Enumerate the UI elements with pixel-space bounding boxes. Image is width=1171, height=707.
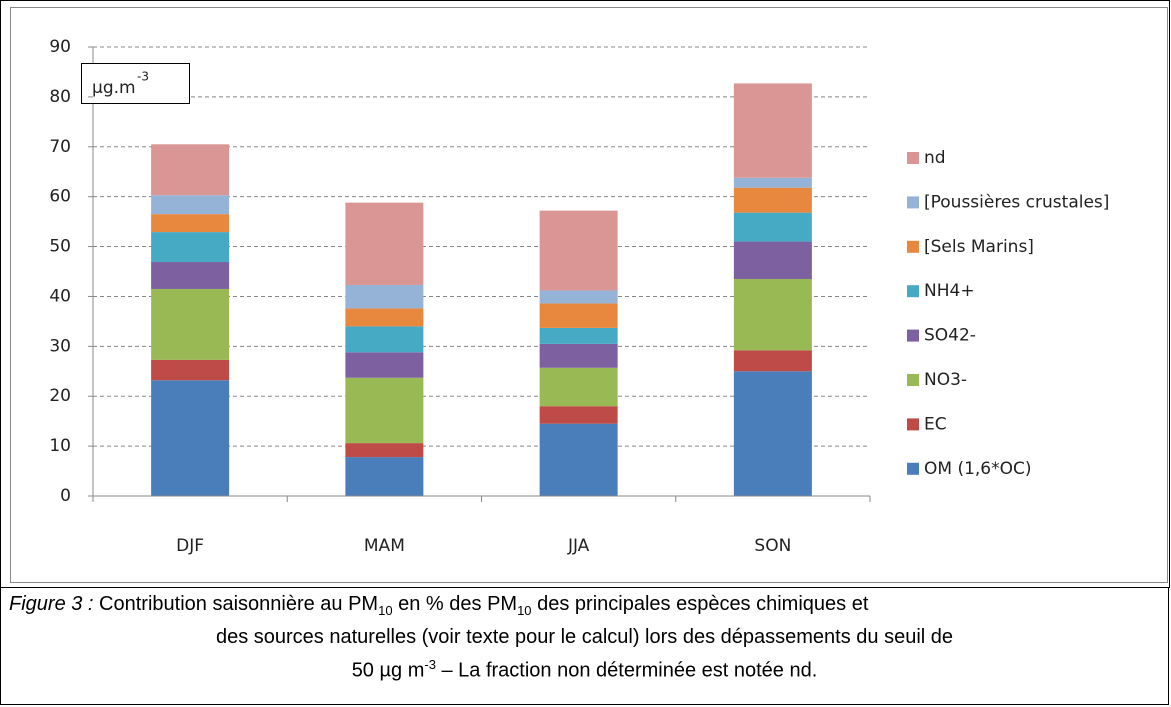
unit-label: µg.m <box>92 78 136 98</box>
outer-border <box>0 0 1170 588</box>
chart: µg.m -3 0 10 20 30 40 50 60 70 80 90 DJF MAM JJA SON O… <box>0 0 1170 588</box>
caption-line: Figure 3 : Contribution saisonnière au P… <box>1 591 1168 624</box>
bar-segment <box>539 367 618 407</box>
chart-border <box>10 7 1168 583</box>
bar-segment <box>539 290 618 304</box>
bar-segment <box>151 232 230 263</box>
bar-segment <box>733 241 812 279</box>
bar-segment <box>151 144 230 196</box>
bar-segment <box>151 380 230 496</box>
y-tick-label: 40 <box>49 286 71 306</box>
bar-segment <box>345 308 424 327</box>
bar-segment <box>733 278 812 351</box>
bar-segment <box>345 352 424 378</box>
bar-segment <box>151 288 230 360</box>
legend-swatch <box>907 462 919 475</box>
caption-text: en % des PM <box>392 593 518 615</box>
superscript: -3 <box>424 657 436 672</box>
bar-segment <box>539 303 618 328</box>
bar-segment <box>539 210 618 291</box>
legend-label: EC <box>924 414 947 434</box>
legend-label: NO3- <box>924 370 967 390</box>
bar-segment <box>539 423 618 496</box>
bar-segment <box>345 326 424 353</box>
bar-segment <box>345 457 424 496</box>
x-tick-label: DJF <box>176 536 204 556</box>
y-tick-label: 30 <box>49 336 71 356</box>
legend-label: nd <box>924 148 946 168</box>
y-tick-label: 70 <box>49 137 71 157</box>
legend-swatch <box>907 152 919 164</box>
legend-swatch <box>907 418 919 431</box>
y-tick-label: 20 <box>49 386 71 406</box>
y-tick-label: 80 <box>49 87 71 107</box>
y-tick-label: 60 <box>49 187 71 207</box>
caption-text: des principales espèces chimiques et <box>531 593 869 615</box>
legend-label: SO42- <box>924 326 976 346</box>
bar-segment <box>733 350 812 372</box>
bar-segment <box>151 195 230 215</box>
y-tick-label: 90 <box>49 37 71 57</box>
subscript: 10 <box>378 603 393 618</box>
bar-segment <box>345 377 424 444</box>
bar-segment <box>151 214 230 233</box>
legend-swatch <box>907 374 919 386</box>
caption-text: 50 µg m <box>351 659 425 682</box>
bar-segment <box>345 202 424 285</box>
caption-text: Contribution saisonnière au PM <box>99 593 379 615</box>
legend-label: [Poussières crustales] <box>924 192 1109 212</box>
bar-segment <box>151 262 230 289</box>
bar-segment <box>539 327 618 344</box>
bar-segment <box>151 359 230 381</box>
legend-label: OM (1,6*OC) <box>924 459 1032 479</box>
figure-label: Figure 3 : <box>9 593 94 615</box>
bar-segment <box>345 443 424 458</box>
y-tick-label: 50 <box>49 237 71 257</box>
caption-line: 50 µg m-3 – La fraction non déterminée e… <box>1 651 1168 685</box>
caption-line: des sources naturelles (voir texte pour … <box>215 626 954 648</box>
bar-segment <box>539 406 618 424</box>
bar-segment <box>733 212 812 242</box>
legend-swatch <box>907 285 919 298</box>
bar-segment <box>733 371 812 496</box>
unit-box <box>81 63 190 104</box>
y-tick-label: 0 <box>60 486 71 506</box>
legend-swatch <box>907 240 919 253</box>
x-tick-label: MAM <box>364 536 405 556</box>
unit-exponent: -3 <box>137 70 149 84</box>
bar-segment <box>345 284 424 309</box>
bar-segment <box>733 187 812 213</box>
bar-segment <box>733 83 812 178</box>
bar-segment <box>539 343 618 368</box>
subscript: 10 <box>517 603 532 618</box>
legend-swatch <box>907 196 919 209</box>
legend-label: [Sels Marins] <box>924 237 1034 257</box>
x-tick-label: SON <box>754 536 791 556</box>
legend-label: NH4+ <box>924 281 975 301</box>
caption: Figure 3 : Contribution saisonnière au P… <box>0 587 1169 705</box>
caption-text: – La fraction non déterminée est notée n… <box>435 659 818 682</box>
legend-swatch <box>907 329 919 342</box>
y-tick-label: 10 <box>49 436 71 456</box>
bar-segment <box>733 177 812 188</box>
x-tick-label: JJA <box>567 536 590 556</box>
